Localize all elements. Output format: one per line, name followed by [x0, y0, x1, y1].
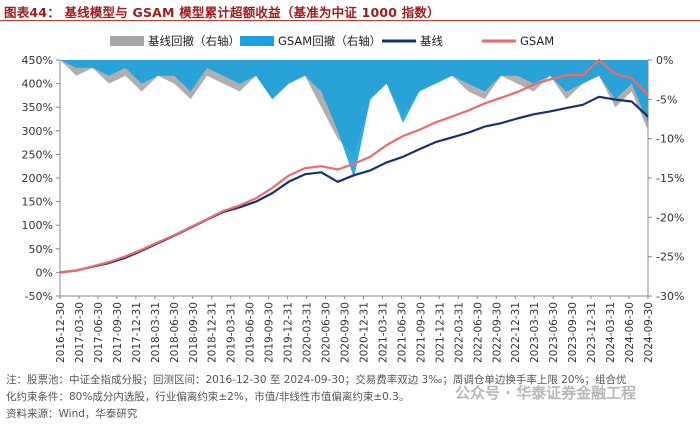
legend-label: 基线回撤（右轴） [148, 34, 240, 48]
right-tick-label: -30% [656, 290, 684, 303]
legend: 基线回撤（右轴） GSAM回撤（右轴） 基线 GSAM [110, 34, 554, 48]
left-tick-label: 0% [36, 266, 53, 279]
excess-return-lines [59, 58, 649, 274]
x-tick-label: 2018-12-31 [207, 302, 219, 363]
left-tick-label: 100% [22, 219, 53, 232]
note-line-1: 注：股票池：中证全指成分股；回测区间：2016-12-30 至 2024-09-… [6, 374, 627, 386]
x-tick-label: 2017-09-30 [112, 302, 124, 363]
figure-title: 图表44： 基线模型与 GSAM 模型累计超额收益（基准为中证 1000 指数） [4, 5, 440, 20]
x-tick-label: 2022-12-31 [510, 302, 522, 363]
legend-swatch [240, 36, 274, 46]
right-tick-label: 0% [656, 54, 673, 67]
drawdown-area [60, 60, 648, 178]
source-line: 资料来源：Wind，华泰研究 [6, 408, 138, 420]
x-tick-label: 2023-09-30 [567, 302, 579, 363]
right-tick-label: -10% [656, 133, 684, 146]
legend-swatch [110, 36, 144, 46]
x-tick-label: 2020-03-31 [302, 302, 314, 363]
gsam-line [59, 58, 649, 274]
x-tick-label: 2023-12-31 [586, 302, 598, 363]
x-tick-label: 2017-12-31 [131, 302, 143, 363]
legend-label: GSAM [520, 34, 554, 48]
x-tick-label: 2019-06-30 [245, 302, 257, 363]
x-tick-label: 2017-03-30 [74, 302, 86, 363]
legend-label: GSAM回撤（右轴） [278, 34, 381, 48]
right-tick-label: -20% [656, 211, 684, 224]
x-tick-label: 2022-03-31 [453, 302, 465, 363]
x-tick-label: 2024-06-30 [624, 302, 636, 363]
x-tick-label: 2021-03-31 [377, 302, 389, 363]
notes: 注：股票池：中证全指成分股；回测区间：2016-12-30 至 2024-09-… [6, 372, 696, 423]
left-tick-label: 450% [22, 54, 53, 67]
x-tick-label: 2022-06-30 [472, 302, 484, 363]
x-tick-label: 2021-12-31 [434, 302, 446, 363]
right-tick-label: -15% [656, 172, 684, 185]
x-tick-label: 2021-09-30 [415, 302, 427, 363]
left-tick-label: -50% [25, 290, 53, 303]
x-tick-label: 2020-12-31 [358, 302, 370, 363]
left-tick-label: 350% [22, 101, 53, 114]
left-tick-label: 50% [29, 243, 53, 256]
legend-label: 基线 [420, 34, 443, 48]
right-tick-label: -25% [656, 251, 684, 264]
x-tick-label: 2019-12-31 [283, 302, 295, 363]
x-tick-label: 2019-09-30 [264, 302, 276, 363]
left-tick-label: 250% [22, 148, 53, 161]
x-tick-label: 2022-09-30 [491, 302, 503, 363]
x-tick-label: 2024-09-30 [643, 302, 655, 363]
x-tick-label: 2018-03-31 [150, 302, 162, 363]
left-tick-label: 200% [22, 172, 53, 185]
x-tick-label: 2023-06-30 [548, 302, 560, 363]
note-line-2: 化约束条件：80%成分内选股，行业偏离约束±2%，市值/非线性市值偏离约束±0.… [6, 391, 410, 403]
x-tick-label: 2018-09-30 [188, 302, 200, 363]
left-tick-label: 400% [22, 78, 53, 91]
x-tick-label: 2020-09-30 [340, 302, 352, 363]
x-tick-label: 2023-03-31 [529, 302, 541, 363]
left-tick-label: 300% [22, 125, 53, 138]
x-tick-label: 2019-03-31 [226, 302, 238, 363]
left-tick-label: 150% [22, 196, 53, 209]
cumulative-excess-chart: 基线回撤（右轴） GSAM回撤（右轴） 基线 GSAM 450% 400% 350% 300… [22, 34, 685, 363]
x-tick-label: 2024-03-31 [605, 302, 617, 363]
right-tick-label: -5% [656, 93, 677, 106]
x-tick-label: 2021-06-30 [396, 302, 408, 363]
watermark: 公众号 · 华泰证券金融工程 [455, 384, 637, 402]
x-tick-label: 2020-06-30 [321, 302, 333, 363]
x-tick-label: 2017-06-30 [93, 302, 105, 363]
axes: 450% 400% 350% 300% 250% 200% 150% 100% 50% 0% -50… [22, 54, 685, 363]
title-rule [0, 20, 700, 21]
x-tick-label: 2018-06-30 [169, 302, 181, 363]
drawdown-areas [60, 60, 648, 178]
x-tick-label: 2016-12-30 [55, 302, 67, 363]
